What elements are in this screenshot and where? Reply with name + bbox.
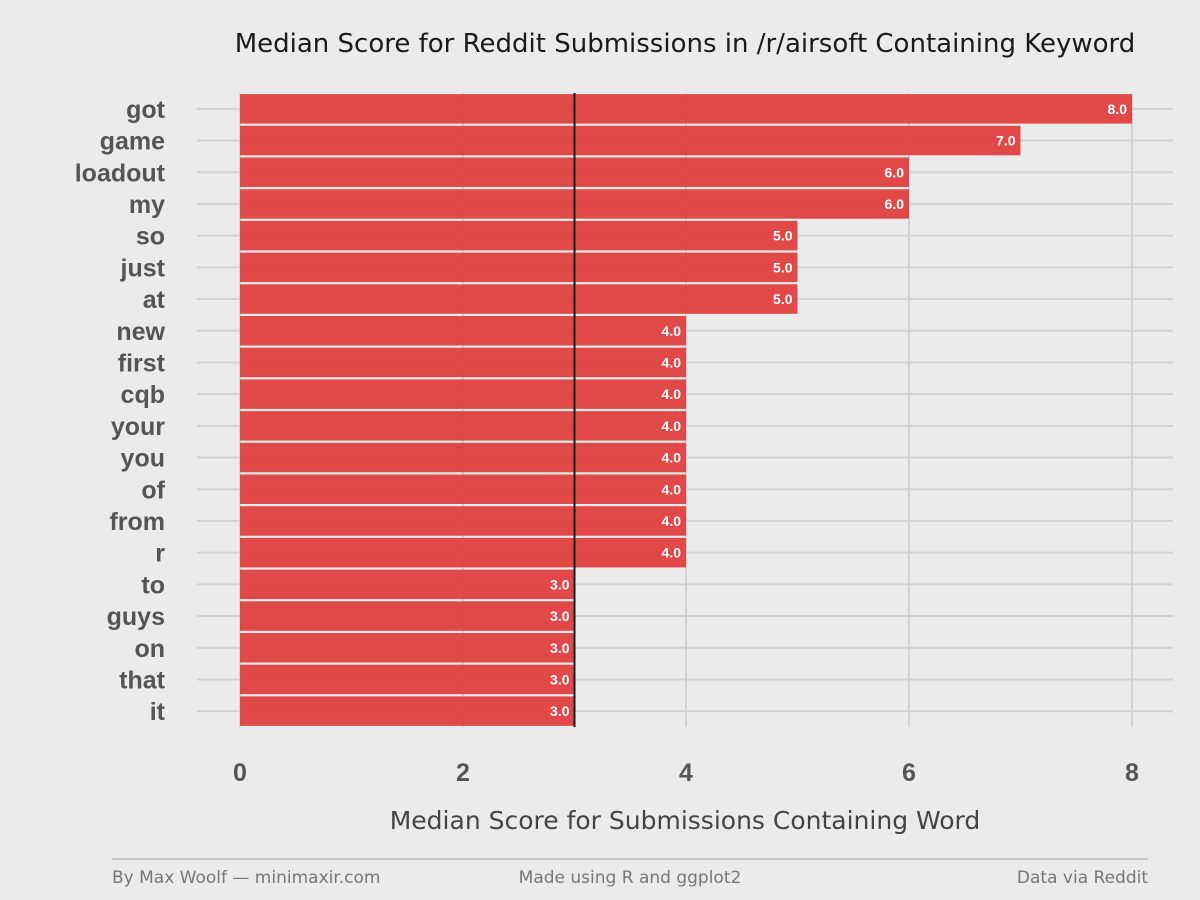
bar-value-label: 4.0 xyxy=(662,481,682,497)
category-labels: gotgameloadoutmysojustatnewfirstcqbyoury… xyxy=(75,96,166,726)
bar-value-label: 4.0 xyxy=(662,450,682,466)
category-label: it xyxy=(150,698,166,726)
category-label: that xyxy=(119,666,166,694)
bar-value-label: 3.0 xyxy=(550,703,570,719)
category-label: just xyxy=(120,254,166,282)
category-label: guys xyxy=(107,603,165,631)
category-label: loadout xyxy=(75,159,166,187)
bar-value-label: 4.0 xyxy=(662,545,682,561)
bar xyxy=(240,347,686,378)
bar xyxy=(240,252,798,283)
bar-value-label: 3.0 xyxy=(550,640,570,656)
category-label: you xyxy=(121,445,165,473)
category-label: on xyxy=(134,635,165,663)
bar xyxy=(240,284,798,314)
category-label: from xyxy=(109,508,165,536)
category-label: so xyxy=(136,223,165,251)
category-label: at xyxy=(143,286,166,314)
bar-value-label: 6.0 xyxy=(885,164,905,180)
gridlines xyxy=(197,93,1173,727)
x-tick-label: 0 xyxy=(233,759,247,787)
category-label: got xyxy=(126,96,166,124)
bar xyxy=(240,664,575,695)
x-axis-label: Median Score for Submissions Containing … xyxy=(390,806,981,835)
footer-source: Data via Reddit xyxy=(1017,868,1148,888)
x-tick-label: 6 xyxy=(902,759,916,787)
bar xyxy=(240,537,686,568)
category-label: r xyxy=(155,540,165,568)
bar-value-label: 7.0 xyxy=(996,133,1016,149)
x-tick-label: 8 xyxy=(1125,759,1139,787)
bar-value-label: 4.0 xyxy=(662,323,682,339)
bar xyxy=(240,442,686,473)
x-tick-labels: 0 2 4 6 8 xyxy=(233,759,1139,787)
bar-value-label: 5.0 xyxy=(773,291,793,307)
x-tick-label: 2 xyxy=(456,759,470,787)
bar xyxy=(240,696,575,726)
bar-value-label: 8.0 xyxy=(1108,101,1128,117)
bar xyxy=(240,601,575,631)
bar-value-label: 4.0 xyxy=(662,513,682,529)
bar xyxy=(240,506,686,536)
category-label: first xyxy=(118,349,166,377)
category-label: of xyxy=(141,476,165,504)
bar-value-labels: 8.0 7.0 6.0 6.0 5.0 5.0 5.0 4.0 4.0 4.0 4.0 4.0 4.0 4… xyxy=(550,101,1127,719)
footer-credit: By Max Woolf — minimaxir.com xyxy=(112,868,381,888)
category-label: to xyxy=(141,571,165,599)
category-label: your xyxy=(111,413,165,441)
bar xyxy=(240,411,686,441)
bar-value-label: 3.0 xyxy=(550,576,570,592)
bar-value-label: 3.0 xyxy=(550,608,570,624)
bar-value-label: 3.0 xyxy=(550,671,570,687)
chart-title: Median Score for Reddit Submissions in /… xyxy=(235,29,1136,59)
bar xyxy=(240,220,798,251)
bar-value-label: 6.0 xyxy=(885,196,905,212)
category-label: cqb xyxy=(121,381,165,409)
x-tick-label: 4 xyxy=(679,759,693,787)
bar-value-label: 5.0 xyxy=(773,228,793,244)
bar-value-label: 4.0 xyxy=(662,354,682,370)
bar xyxy=(240,316,686,346)
bar xyxy=(240,379,686,409)
bar-value-label: 4.0 xyxy=(662,418,682,434)
bar xyxy=(240,569,575,600)
bar xyxy=(240,633,575,663)
category-label: game xyxy=(100,128,165,156)
bar xyxy=(240,474,686,504)
bars xyxy=(240,94,1132,726)
category-label: new xyxy=(116,318,165,346)
bar xyxy=(240,94,1132,124)
bar xyxy=(240,125,1021,156)
bar-value-label: 5.0 xyxy=(773,259,793,275)
category-label: my xyxy=(129,191,165,219)
footer-tools: Made using R and ggplot2 xyxy=(519,868,742,888)
bar-value-label: 4.0 xyxy=(662,386,682,402)
